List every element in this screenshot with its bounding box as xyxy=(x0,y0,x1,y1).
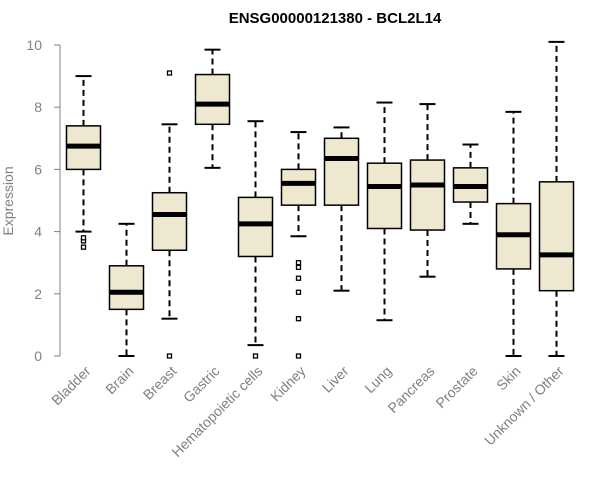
box-bladder xyxy=(65,75,102,250)
outlier-point xyxy=(295,275,302,281)
y-tick-label: 6 xyxy=(34,161,42,177)
y-axis-title: Expression xyxy=(0,166,16,235)
x-category-label: Liver xyxy=(319,363,352,396)
x-category-label: Bladder xyxy=(48,363,94,409)
iqr-box xyxy=(366,162,403,230)
outlier-point xyxy=(295,264,302,271)
x-category-label: Lung xyxy=(361,363,394,396)
iqr-box xyxy=(237,196,274,258)
x-category-label: Kidney xyxy=(267,363,309,405)
iqr-box xyxy=(194,73,231,126)
iqr-box xyxy=(409,159,446,231)
outlier-point xyxy=(166,70,173,76)
iqr-box xyxy=(280,168,317,206)
iqr-box xyxy=(323,137,360,206)
y-tick-label: 0 xyxy=(34,348,42,364)
outlier-point xyxy=(295,260,302,266)
outlier-point xyxy=(166,353,173,359)
y-tick-label: 8 xyxy=(34,99,42,115)
x-category-label: Pancreas xyxy=(384,363,437,416)
x-category-label: Breast xyxy=(140,363,180,403)
box-prostate xyxy=(452,143,489,225)
y-axis: 0 2 4 6 8 10 xyxy=(26,37,61,364)
outlier-point xyxy=(295,289,302,295)
x-category-label: Unknown / Other xyxy=(481,363,567,449)
y-tick-label: 2 xyxy=(34,286,42,302)
box-skin xyxy=(495,110,532,357)
x-category-label: Prostate xyxy=(432,363,480,411)
box-liver xyxy=(323,126,360,292)
x-category-label: Brain xyxy=(102,363,136,397)
box-gastric xyxy=(194,48,231,169)
box-kidney xyxy=(280,131,317,359)
iqr-box xyxy=(538,181,575,292)
outlier-point xyxy=(80,244,87,250)
y-tick-label: 4 xyxy=(34,224,42,240)
outlier-point xyxy=(295,353,302,359)
chart-title: ENSG00000121380 - BCL2L14 xyxy=(229,10,442,27)
x-category-label: Skin xyxy=(493,363,524,394)
outlier-point xyxy=(295,316,302,322)
box-pancreas xyxy=(409,103,446,278)
outlier-point xyxy=(252,353,259,359)
box-breast xyxy=(151,70,188,359)
box-lung xyxy=(366,101,403,322)
box-hematopoietic-cells xyxy=(237,120,274,359)
box-brain xyxy=(108,222,145,357)
x-category-label: Gastric xyxy=(180,363,223,406)
outlier-point xyxy=(80,235,87,241)
box-unknown-other xyxy=(538,40,575,357)
boxes-group xyxy=(65,40,575,359)
iqr-box xyxy=(151,191,188,252)
iqr-box xyxy=(108,265,145,311)
y-tick-label: 10 xyxy=(26,37,42,53)
